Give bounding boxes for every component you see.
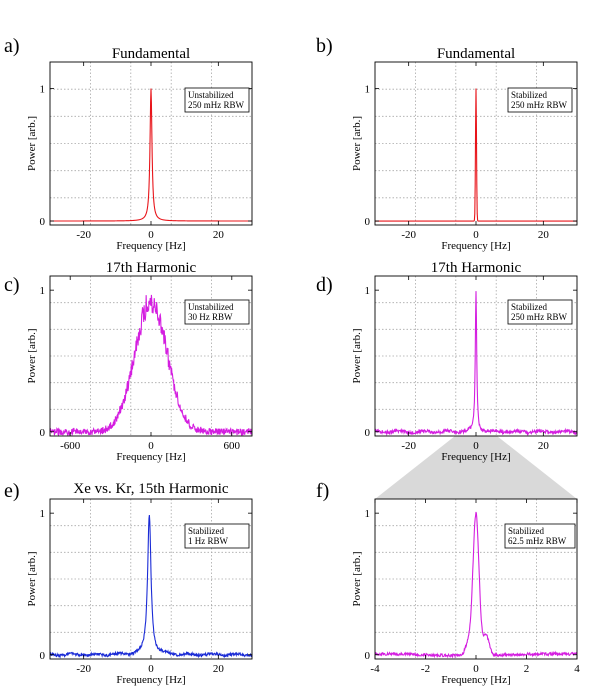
y-tick-label: 0 — [365, 650, 371, 662]
x-tick-label: -20 — [76, 229, 91, 241]
annotation-line: 250 mHz RBW — [188, 100, 245, 110]
y-tick-label: 0 — [40, 427, 46, 439]
series-line — [50, 88, 252, 222]
x-tick-label: 0 — [148, 229, 154, 241]
x-tick-label: -4 — [370, 663, 380, 675]
annotation-line: Stabilized — [511, 302, 547, 312]
chart-title: 17th Harmonic — [431, 260, 522, 276]
annotation-line: Stabilized — [511, 90, 547, 100]
x-tick-label: 600 — [224, 440, 241, 452]
annotation-box — [504, 523, 576, 549]
panel-b: b) Fundamental -20 0 20 0 1 Frequency [Hz] Power… — [316, 35, 578, 252]
panel-f: f) -4 -2 0 2 4 0 1 Frequency [Hz] Power [arb.] Sta… — [316, 480, 580, 686]
series-line — [49, 294, 253, 437]
panel-letter: a) — [4, 35, 20, 57]
annotation-line: Unstabilized — [188, 90, 234, 100]
x-axis-label: Frequency [Hz] — [116, 451, 185, 463]
x-tick-label: 0 — [473, 440, 479, 452]
x-axis-label: Frequency [Hz] — [116, 674, 185, 686]
panel-a: a) Fundamental -20 0 20 0 1 Frequency [Hz] Power… — [4, 35, 253, 252]
chart-title: 17th Harmonic — [106, 260, 197, 276]
x-tick-label: 20 — [538, 440, 550, 452]
annotation-line: 1 Hz RBW — [188, 536, 229, 546]
panel-c: c) 17th Harmonic -600 0 600 0 1 Frequency [Hz] P… — [4, 260, 253, 463]
annotation-line: 250 mHz RBW — [511, 100, 568, 110]
zoom-wedge — [375, 436, 577, 499]
panel-letter: e) — [4, 480, 20, 502]
x-tick-label: 4 — [574, 663, 580, 675]
x-axis-label: Frequency [Hz] — [441, 451, 510, 463]
y-axis-label: Power [arb.] — [351, 116, 363, 171]
panel-letter: b) — [316, 35, 333, 57]
y-tick-label: 1 — [40, 84, 46, 96]
y-axis-label: Power [arb.] — [26, 116, 38, 171]
x-axis-label: Frequency [Hz] — [441, 240, 510, 252]
x-tick-label: 0 — [473, 229, 479, 241]
panel-letter: d) — [316, 274, 333, 296]
x-tick-label: 20 — [538, 229, 550, 241]
x-axis-label: Frequency [Hz] — [116, 240, 185, 252]
x-tick-label: 20 — [213, 229, 225, 241]
y-tick-label: 0 — [365, 216, 371, 228]
y-tick-label: 1 — [365, 508, 371, 520]
annotation-line: Unstabilized — [188, 302, 234, 312]
panel-letter: c) — [4, 274, 20, 296]
y-axis-label: Power [arb.] — [26, 552, 38, 607]
y-tick-label: 0 — [40, 216, 46, 228]
x-tick-label: 2 — [524, 663, 530, 675]
x-tick-label: 0 — [473, 663, 479, 675]
y-tick-label: 1 — [365, 285, 371, 297]
panel-letter: f) — [316, 480, 329, 502]
annotation-box — [184, 523, 250, 549]
y-tick-label: 1 — [40, 285, 46, 297]
chart-title: Fundamental — [112, 46, 190, 62]
y-axis-label: Power [arb.] — [351, 552, 363, 607]
y-tick-label: 1 — [365, 84, 371, 96]
panel-e: e) Xe vs. Kr, 15th Harmonic -20 0 20 0 1 Freque… — [4, 480, 253, 686]
series-line — [374, 511, 578, 659]
annotation-box — [184, 87, 250, 113]
annotation-box — [184, 299, 250, 325]
annotation-line: 30 Hz RBW — [188, 312, 233, 322]
series-line — [374, 291, 578, 437]
y-axis-label: Power [arb.] — [351, 329, 363, 384]
x-tick-label: 0 — [148, 440, 154, 452]
annotation-line: Stabilized — [508, 526, 544, 536]
panel-d: d) 17th Harmonic -20 0 20 0 1 Frequency [Hz] Pow… — [316, 260, 578, 463]
y-axis-label: Power [arb.] — [26, 329, 38, 384]
annotation-line: Stabilized — [188, 526, 224, 536]
annotation-line: 62.5 mHz RBW — [508, 536, 567, 546]
y-tick-label: 0 — [365, 427, 371, 439]
chart-title: Fundamental — [437, 46, 515, 62]
y-tick-label: 1 — [40, 508, 46, 520]
x-tick-label: 0 — [148, 663, 154, 675]
x-tick-label: -600 — [60, 440, 81, 452]
annotation-line: 250 mHz RBW — [511, 312, 568, 322]
x-tick-label: -20 — [401, 440, 416, 452]
x-axis-label: Frequency [Hz] — [441, 674, 510, 686]
annotation-box — [507, 87, 573, 113]
chart-title: Xe vs. Kr, 15th Harmonic — [73, 481, 229, 497]
x-tick-label: 20 — [213, 663, 225, 675]
x-tick-label: -2 — [421, 663, 430, 675]
y-tick-label: 0 — [40, 650, 46, 662]
x-tick-label: -20 — [401, 229, 416, 241]
annotation-box — [507, 299, 573, 325]
x-tick-label: -20 — [76, 663, 91, 675]
